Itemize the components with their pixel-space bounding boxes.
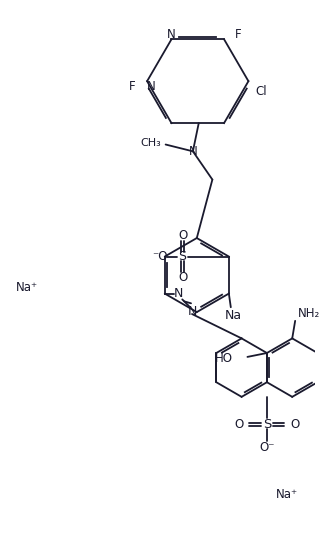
Text: F: F <box>129 79 136 93</box>
Text: N: N <box>147 79 155 93</box>
Text: N: N <box>187 305 197 317</box>
Text: O: O <box>234 417 244 431</box>
Text: O⁻: O⁻ <box>259 441 275 454</box>
Text: HO: HO <box>215 352 233 365</box>
Text: NH₂: NH₂ <box>298 306 320 320</box>
Text: N: N <box>167 28 176 41</box>
Text: Na⁺: Na⁺ <box>16 281 38 294</box>
Text: O: O <box>290 417 299 431</box>
Text: F: F <box>234 28 241 41</box>
Text: N: N <box>189 145 197 158</box>
Text: O: O <box>178 271 188 285</box>
Text: Cl: Cl <box>255 85 267 98</box>
Text: O: O <box>178 229 188 241</box>
Text: Na⁺: Na⁺ <box>276 488 298 501</box>
Text: CH₃: CH₃ <box>141 138 162 148</box>
Text: Na: Na <box>225 310 242 322</box>
Text: S: S <box>178 250 186 263</box>
Text: ⁻O: ⁻O <box>152 250 167 263</box>
Text: N: N <box>174 287 183 300</box>
Text: S: S <box>263 417 271 431</box>
